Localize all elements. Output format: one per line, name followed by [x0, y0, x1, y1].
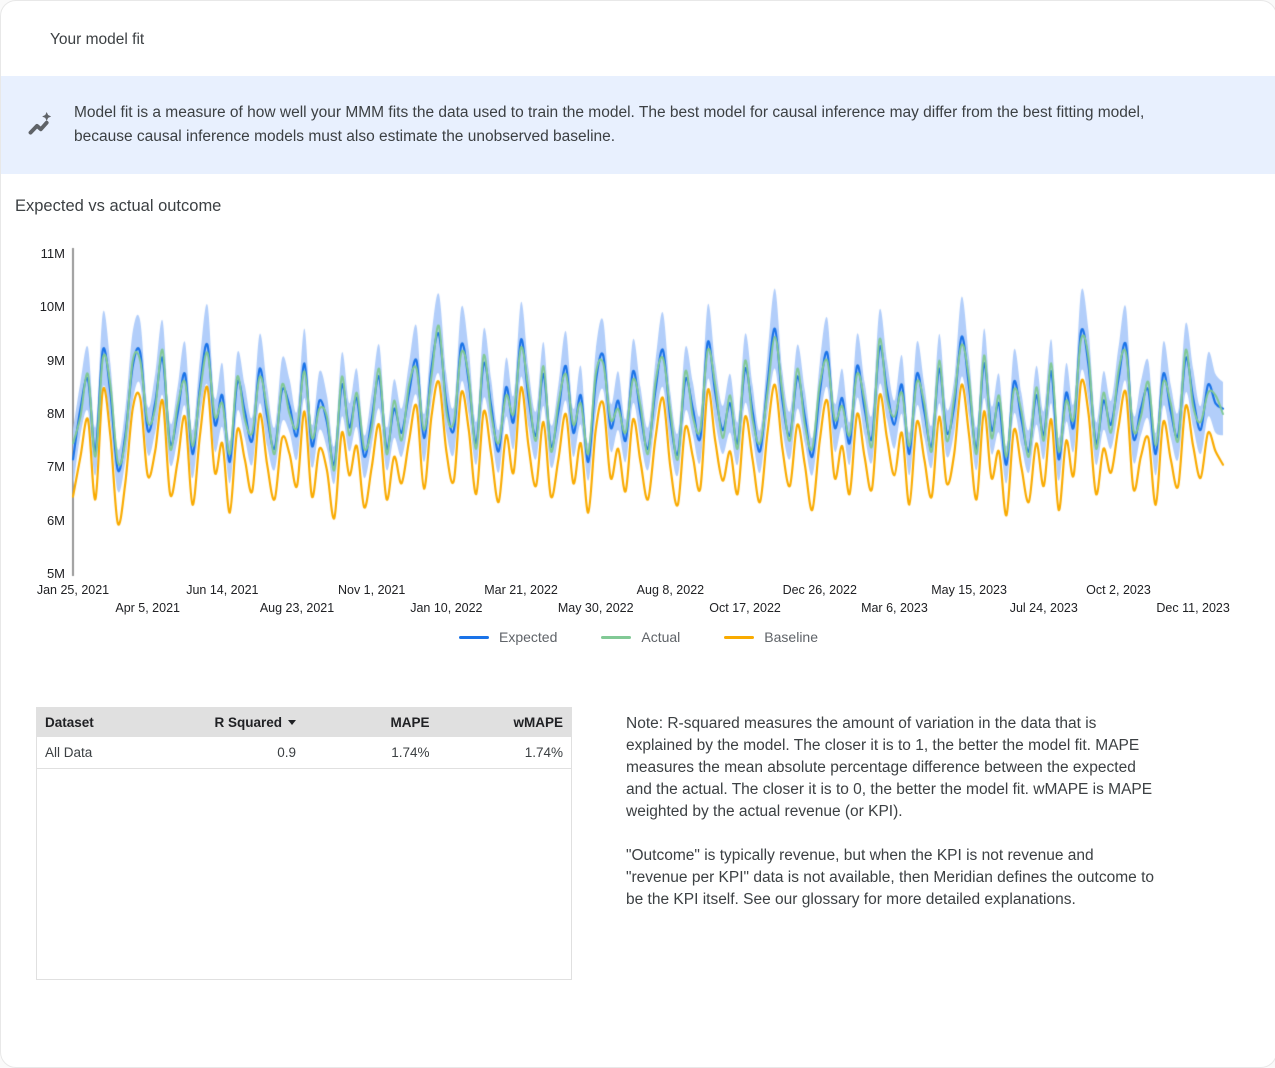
x-axis-tick-label: Oct 2, 2023 [1086, 583, 1151, 597]
cell-dataset: All Data [37, 737, 187, 769]
y-axis-tick-label: 8M [46, 406, 65, 421]
x-axis-tick-label: Dec 11, 2023 [1156, 601, 1230, 615]
card-header: Your model fit [1, 1, 1275, 76]
y-axis-tick-label: 7M [46, 459, 65, 475]
x-axis-tick-label: Apr 5, 2021 [115, 601, 180, 615]
cell-r-squared: 0.9 [186, 737, 304, 769]
expected-vs-actual-chart: Expected Actual Baseline 11M 10M 9M 8M 7M 6M 5… [1, 242, 1275, 652]
y-axis-tick-label: 11M [40, 246, 65, 261]
cell-mape: 1.74% [303, 737, 438, 769]
x-axis-tick-label: Aug 8, 2022 [636, 583, 705, 597]
page-title: Your model fit [50, 31, 145, 48]
x-axis-tick-label: Mar 6, 2023 [861, 601, 928, 615]
x-axis-tick-label: Jul 24, 2023 [1009, 601, 1078, 615]
header-mape[interactable]: MAPE [303, 708, 438, 737]
table-row: All Data 0.9 1.74% 1.74% [37, 737, 571, 769]
note-paragraph-1: Note: R-squared measures the amount of v… [626, 715, 1153, 820]
table-header-row: Dataset R Squared MAPE wMAPE [37, 708, 571, 737]
x-axis-tick-label: Jun 14, 2021 [186, 583, 259, 597]
legend-label: Actual [641, 629, 681, 645]
x-axis-tick-label: Jan 10, 2022 [410, 601, 483, 615]
y-axis-tick-label: 9M [46, 352, 65, 368]
header-r-squared-label: R Squared [214, 715, 282, 730]
y-axis-tick-label: 10M [39, 299, 65, 315]
x-axis-tick-label: Oct 17, 2022 [709, 601, 781, 615]
expected-line-swatch [459, 635, 489, 639]
legend-item-expected[interactable]: Expected [459, 629, 557, 645]
x-axis-tick-label: May 30, 2022 [557, 601, 634, 615]
chart-canvas[interactable] [1, 242, 1275, 587]
header-wmape[interactable]: wMAPE [437, 708, 571, 737]
header-r-squared[interactable]: R Squared [186, 708, 304, 737]
sort-desc-arrow-icon[interactable] [287, 720, 296, 725]
auto-graph-icon [26, 110, 57, 141]
x-axis-tick-label: Aug 23, 2021 [259, 601, 335, 615]
bottom-section: Dataset R Squared MAPE wMAPE All Data 0.… [36, 707, 1275, 980]
actual-line-swatch [601, 635, 632, 639]
legend-item-actual[interactable]: Actual [601, 629, 680, 645]
x-axis-tick-label: Nov 1, 2021 [337, 583, 406, 597]
legend-label: Expected [499, 629, 558, 645]
header-dataset[interactable]: Dataset [37, 708, 187, 737]
fit-metrics-table-box: Dataset R Squared MAPE wMAPE All Data 0.… [36, 707, 572, 980]
y-axis-tick-label: 5M [46, 566, 65, 581]
x-axis-tick-label: Mar 21, 2022 [484, 583, 558, 597]
info-banner: Model fit is a measure of how well your … [1, 76, 1275, 174]
fit-metrics-table: Dataset R Squared MAPE wMAPE All Data 0.… [37, 708, 571, 769]
y-axis-tick-label: 6M [46, 512, 65, 528]
x-axis-tick-label: Jan 25, 2021 [36, 583, 110, 597]
section-title: Expected vs actual outcome [15, 197, 222, 215]
baseline-line-swatch [724, 635, 755, 639]
notes: Note: R-squared measures the amount of v… [626, 707, 1156, 980]
cell-wmape: 1.74% [437, 737, 571, 769]
x-axis-tick-label: Dec 26, 2022 [782, 583, 857, 597]
legend-label: Baseline [764, 629, 818, 645]
chart-legend: Expected Actual Baseline [1, 629, 1275, 645]
legend-item-baseline[interactable]: Baseline [724, 629, 818, 645]
banner-text: Model fit is a measure of how well your … [74, 104, 1145, 145]
x-axis-tick-label: May 15, 2023 [931, 583, 1007, 597]
note-paragraph-2: "Outcome" is typically revenue, but when… [626, 847, 1154, 908]
